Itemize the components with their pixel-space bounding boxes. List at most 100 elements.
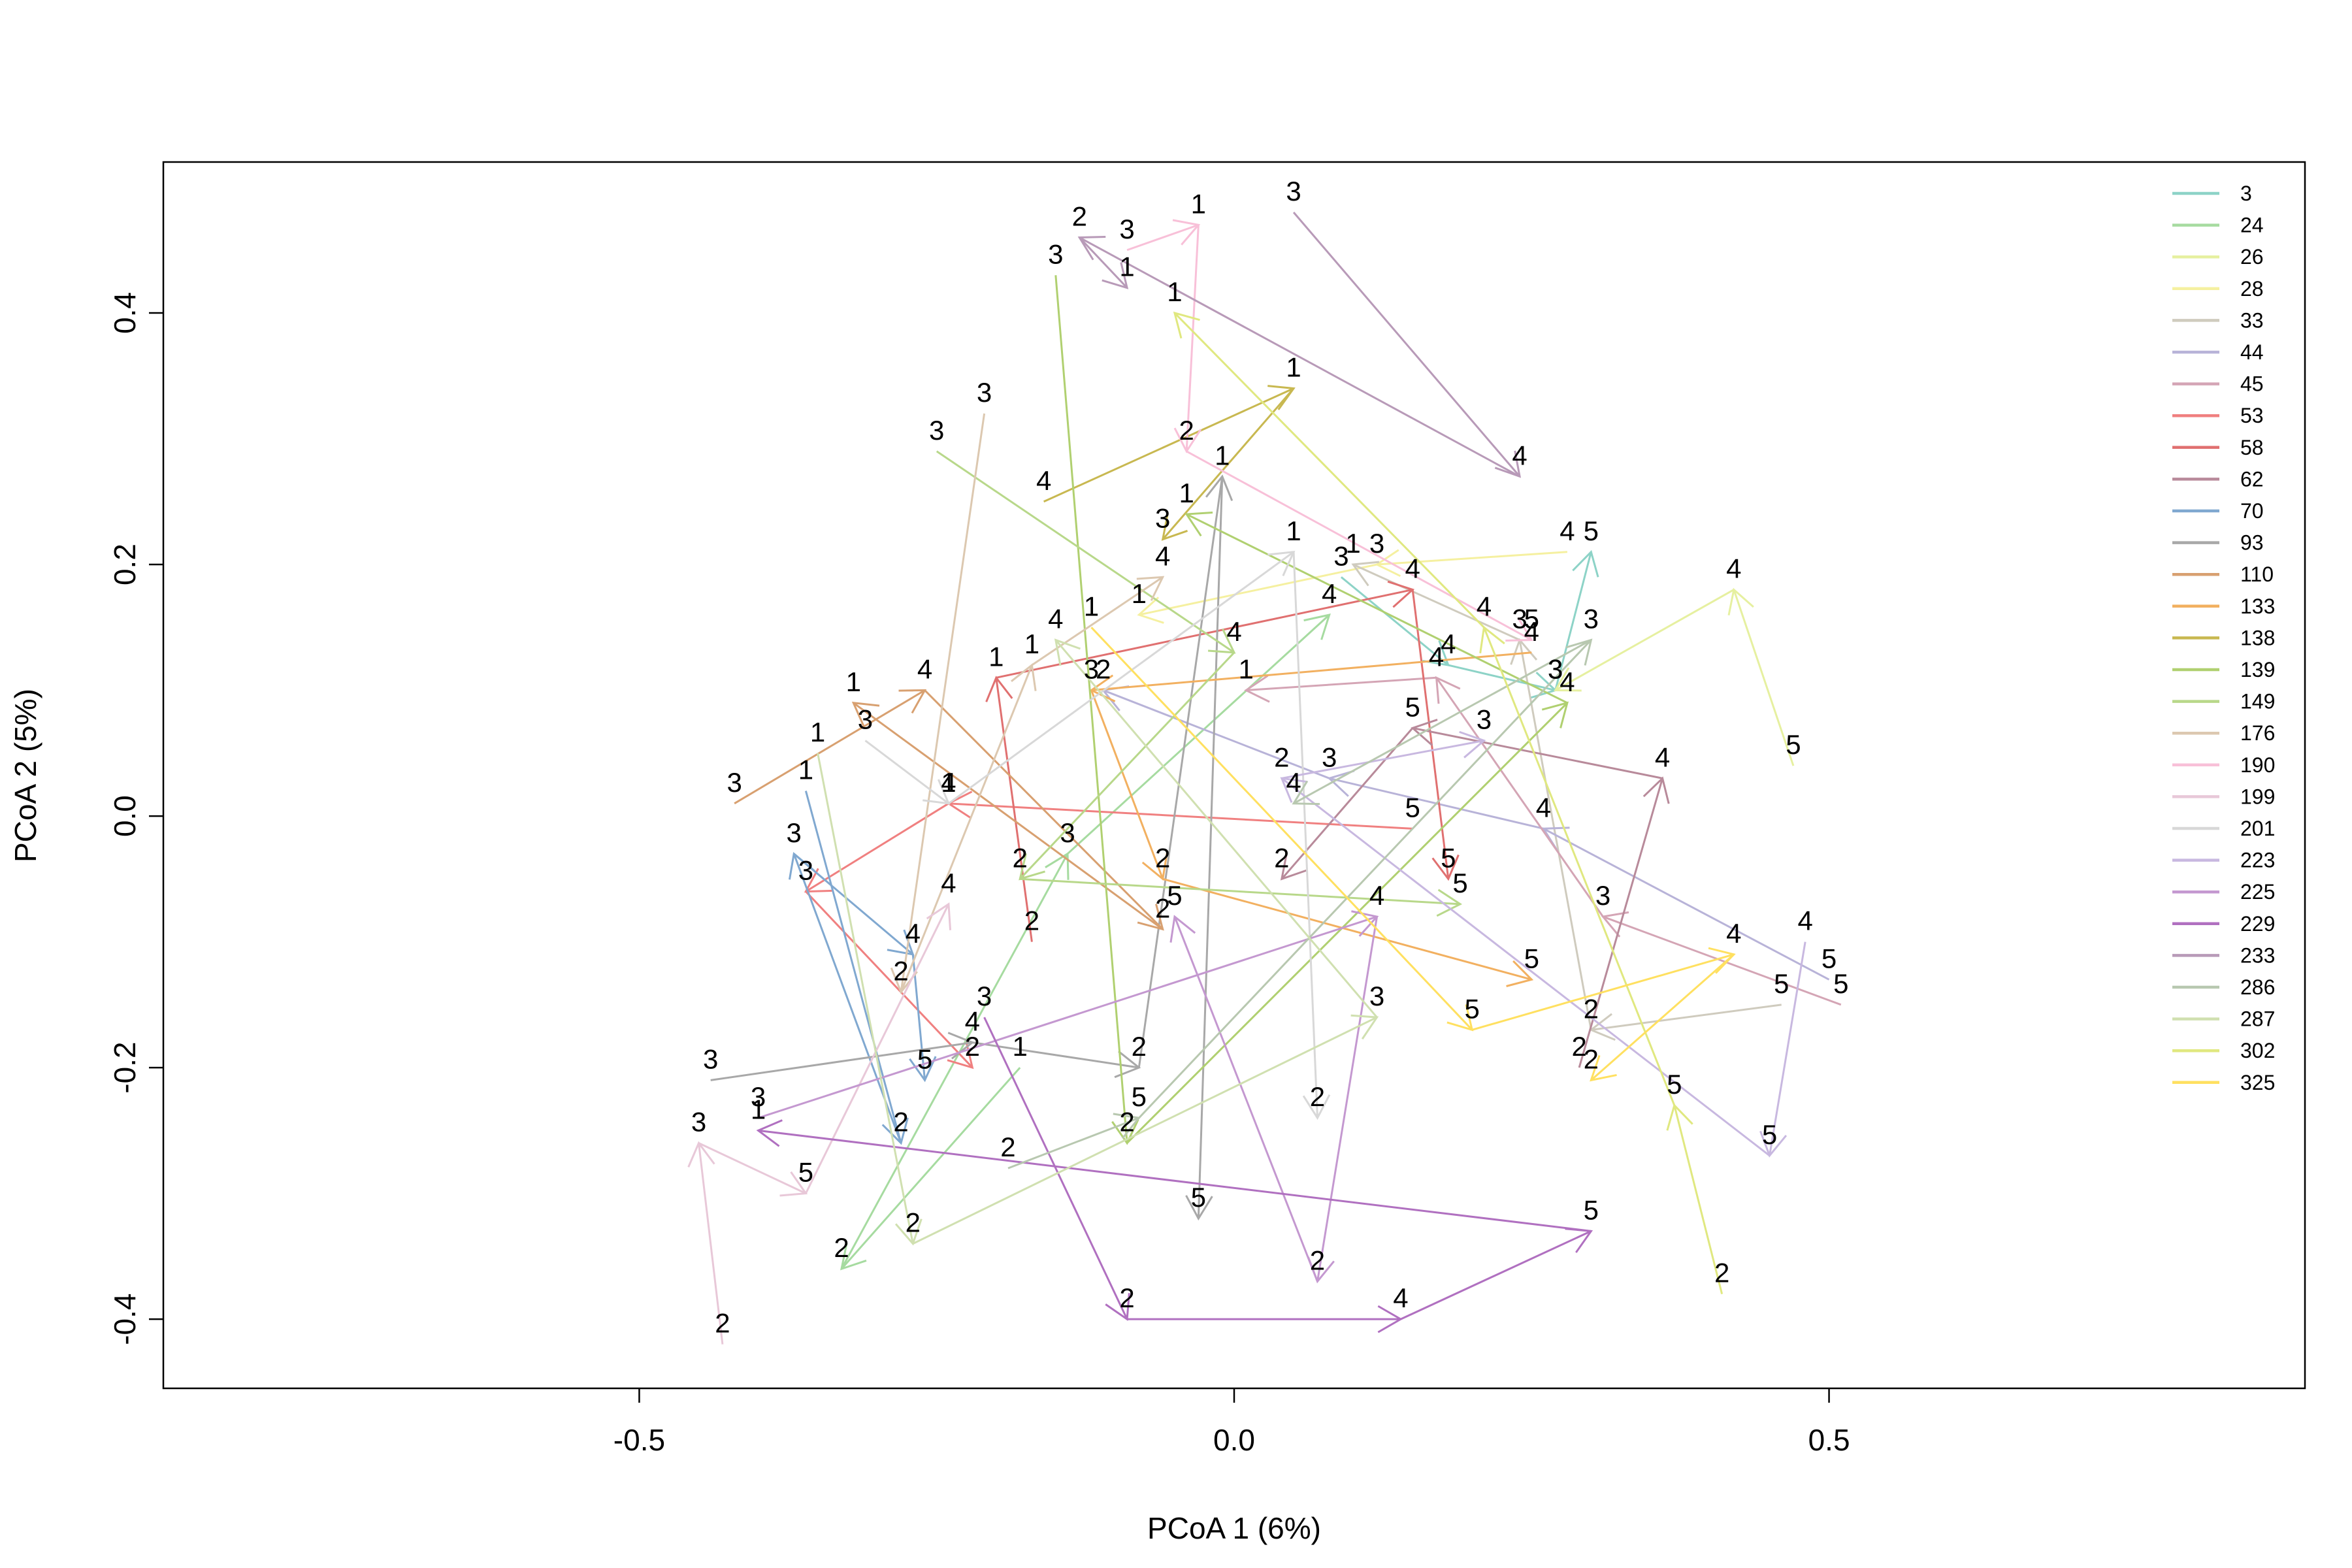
legend-label: 225 — [2240, 880, 2275, 904]
point-label: 4 — [1524, 616, 1539, 647]
point-label: 4 — [1226, 616, 1241, 647]
trajectory-segment — [1090, 627, 1473, 1031]
arrow-head — [1185, 1195, 1213, 1221]
arrow-head — [909, 1056, 937, 1083]
point-label: 2 — [1155, 892, 1170, 923]
trajectory-190 — [1126, 219, 1533, 642]
legend-item: 233 — [2172, 943, 2275, 967]
legend-label: 138 — [2240, 626, 2275, 649]
legend-item: 58 — [2172, 436, 2264, 459]
legend-item: 139 — [2172, 658, 2275, 681]
point-label: 1 — [1345, 528, 1360, 559]
point-label: 3 — [1322, 742, 1337, 772]
trajectory-segment — [793, 853, 914, 955]
trajectory-segment — [1019, 651, 1235, 880]
point-label: 2 — [1310, 1245, 1325, 1275]
point-label: 5 — [1667, 1069, 1682, 1100]
trajectory-segment — [758, 1129, 1592, 1232]
point-label: 1 — [1132, 578, 1147, 609]
point-label: 1 — [1191, 188, 1206, 219]
legend-label: 58 — [2240, 436, 2264, 459]
point-label: 3 — [977, 981, 992, 1011]
point-label: 5 — [1441, 842, 1456, 873]
x-tick-label: 0.0 — [1213, 1423, 1255, 1457]
trajectory-segment — [1186, 513, 1568, 704]
trajectory-segment — [1246, 676, 1437, 692]
trajectory-segment — [734, 689, 926, 805]
trajectory-segment — [1590, 953, 1735, 1081]
point-label: 4 — [1512, 440, 1527, 470]
point-label: 2 — [1155, 842, 1170, 873]
trajectory-segment — [1435, 677, 1604, 917]
trajectory-segment — [1173, 312, 1485, 629]
trajectory-segment — [1483, 627, 1676, 1106]
point-label: 2 — [1310, 1081, 1325, 1112]
y-tick-label: 0.4 — [108, 292, 142, 334]
arrow-head — [1244, 675, 1270, 703]
point-label: 3 — [1155, 503, 1170, 534]
point-label: 4 — [1536, 792, 1551, 823]
point-label: 1 — [1084, 591, 1099, 621]
legend-item: 286 — [2172, 975, 2275, 999]
point-label: 3 — [1548, 654, 1563, 685]
point-label: 1 — [1119, 252, 1134, 282]
trajectory-segment — [1054, 639, 1378, 1019]
point-label: 4 — [1036, 465, 1051, 496]
legend-label: 201 — [2240, 817, 2275, 840]
trajectory-58 — [985, 580, 1460, 942]
point-label: 4 — [1726, 553, 1741, 584]
trajectory-segment — [1090, 690, 1164, 879]
point-label: 1 — [1013, 1031, 1028, 1062]
trajectory-segment — [1733, 589, 1795, 766]
point-label: 3 — [1333, 540, 1348, 571]
point-label: 3 — [691, 1107, 706, 1137]
point-label: 2 — [906, 1207, 921, 1238]
point-label: 5 — [1524, 604, 1539, 634]
point-label: 5 — [1584, 515, 1599, 546]
legend-item: 149 — [2172, 690, 2275, 713]
point-label: 3 — [977, 377, 992, 408]
trajectory-segment — [1126, 702, 1568, 1144]
point-label: 1 — [1286, 515, 1301, 546]
legend-item: 45 — [2172, 372, 2264, 396]
trajectory-44 — [1101, 685, 1830, 981]
point-label: 4 — [1726, 918, 1741, 949]
trajectory-segment — [1281, 727, 1414, 880]
arrow-head — [756, 1119, 783, 1147]
trajectory-segment — [1340, 576, 1449, 666]
arrow-head — [1554, 667, 1582, 692]
point-label: 5 — [1167, 880, 1182, 911]
point-label: 2 — [715, 1308, 730, 1339]
point-label: 5 — [1584, 1194, 1599, 1225]
trajectory-segment — [1126, 223, 1199, 252]
trajectory-segment — [805, 890, 973, 1069]
trajectory-layer — [687, 212, 1842, 1345]
point-label: 4 — [1286, 767, 1301, 798]
plot-frame — [162, 161, 2306, 1390]
point-label: 2 — [1274, 742, 1289, 772]
point-label: 3 — [1595, 880, 1610, 911]
point-label: 2 — [1000, 1132, 1015, 1162]
point-label: 4 — [1560, 666, 1575, 697]
point-label: 1 — [1179, 478, 1194, 508]
legend-label: 229 — [2240, 912, 2275, 936]
legend-item: 225 — [2172, 880, 2275, 904]
point-label: 1 — [810, 717, 825, 747]
legend-item: 110 — [2172, 563, 2274, 586]
point-label: 4 — [965, 1006, 980, 1037]
trajectory-segment — [1316, 916, 1379, 1282]
point-label: 5 — [1833, 968, 1848, 999]
legend-item: 223 — [2172, 849, 2275, 872]
point-label: 2 — [1571, 1031, 1586, 1062]
point-label: 2 — [1119, 1107, 1134, 1137]
legend-label: 233 — [2240, 943, 2275, 967]
trajectory-segment — [1162, 387, 1295, 540]
trajectory-segment — [1448, 664, 1556, 692]
arrow-head — [1173, 311, 1200, 339]
point-label: 1 — [1286, 352, 1301, 383]
point-label: 3 — [929, 415, 944, 446]
trajectory-segment — [1007, 1117, 1139, 1169]
x-axis-label: PCoA 1 (6%) — [1147, 1511, 1321, 1545]
point-label: 3 — [727, 767, 742, 798]
